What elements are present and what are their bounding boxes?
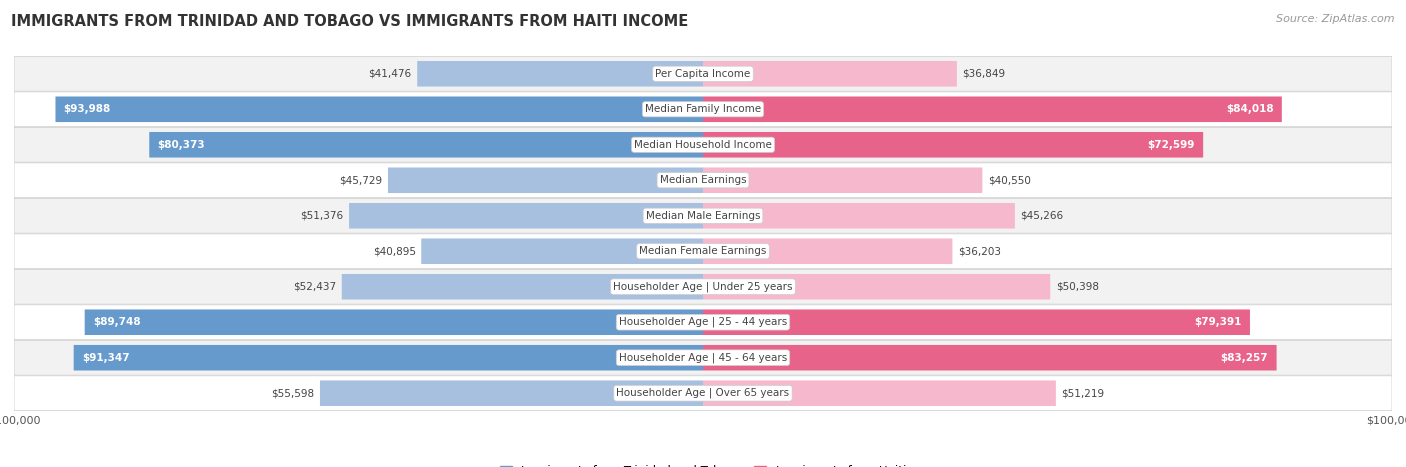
Text: $51,219: $51,219 [1062,388,1105,398]
FancyBboxPatch shape [55,97,703,122]
FancyBboxPatch shape [149,132,703,157]
FancyBboxPatch shape [703,381,1056,406]
FancyBboxPatch shape [14,269,1392,304]
Text: $72,599: $72,599 [1147,140,1195,150]
FancyBboxPatch shape [703,274,1050,299]
Text: Median Female Earnings: Median Female Earnings [640,246,766,256]
FancyBboxPatch shape [703,97,1282,122]
FancyBboxPatch shape [703,132,1204,157]
Text: Per Capita Income: Per Capita Income [655,69,751,79]
Text: $50,398: $50,398 [1056,282,1098,292]
FancyBboxPatch shape [703,310,1250,335]
Text: $79,391: $79,391 [1194,317,1241,327]
Text: Source: ZipAtlas.com: Source: ZipAtlas.com [1277,14,1395,24]
Text: Householder Age | Under 25 years: Householder Age | Under 25 years [613,282,793,292]
Text: $40,550: $40,550 [988,175,1031,185]
FancyBboxPatch shape [14,234,1392,269]
FancyBboxPatch shape [388,168,703,193]
FancyBboxPatch shape [703,345,1277,370]
FancyBboxPatch shape [14,163,1392,198]
Text: $91,347: $91,347 [82,353,129,363]
FancyBboxPatch shape [342,274,703,299]
Text: $55,598: $55,598 [271,388,315,398]
FancyBboxPatch shape [14,340,1392,375]
Text: Median Male Earnings: Median Male Earnings [645,211,761,221]
FancyBboxPatch shape [422,239,703,264]
Text: IMMIGRANTS FROM TRINIDAD AND TOBAGO VS IMMIGRANTS FROM HAITI INCOME: IMMIGRANTS FROM TRINIDAD AND TOBAGO VS I… [11,14,689,29]
Legend: Immigrants from Trinidad and Tobago, Immigrants from Haiti: Immigrants from Trinidad and Tobago, Imm… [495,460,911,467]
Text: Householder Age | 45 - 64 years: Householder Age | 45 - 64 years [619,353,787,363]
FancyBboxPatch shape [84,310,703,335]
Text: $40,895: $40,895 [373,246,416,256]
FancyBboxPatch shape [703,168,983,193]
Text: $52,437: $52,437 [292,282,336,292]
FancyBboxPatch shape [418,61,703,86]
FancyBboxPatch shape [14,57,1392,91]
Text: Median Household Income: Median Household Income [634,140,772,150]
Text: Median Earnings: Median Earnings [659,175,747,185]
FancyBboxPatch shape [703,61,957,86]
FancyBboxPatch shape [321,381,703,406]
Text: $80,373: $80,373 [157,140,205,150]
FancyBboxPatch shape [703,239,952,264]
Text: $41,476: $41,476 [368,69,412,79]
FancyBboxPatch shape [73,345,703,370]
Text: $45,266: $45,266 [1021,211,1063,221]
Text: $36,203: $36,203 [957,246,1001,256]
FancyBboxPatch shape [14,305,1392,340]
Text: Householder Age | Over 65 years: Householder Age | Over 65 years [616,388,790,398]
Text: $84,018: $84,018 [1226,104,1274,114]
FancyBboxPatch shape [703,203,1015,228]
Text: $45,729: $45,729 [339,175,382,185]
FancyBboxPatch shape [14,376,1392,410]
Text: $51,376: $51,376 [301,211,343,221]
Text: Householder Age | 25 - 44 years: Householder Age | 25 - 44 years [619,317,787,327]
FancyBboxPatch shape [349,203,703,228]
FancyBboxPatch shape [14,198,1392,233]
FancyBboxPatch shape [14,127,1392,162]
Text: $89,748: $89,748 [93,317,141,327]
FancyBboxPatch shape [14,92,1392,127]
Text: $83,257: $83,257 [1220,353,1268,363]
Text: Median Family Income: Median Family Income [645,104,761,114]
Text: $36,849: $36,849 [962,69,1005,79]
Text: $93,988: $93,988 [63,104,111,114]
